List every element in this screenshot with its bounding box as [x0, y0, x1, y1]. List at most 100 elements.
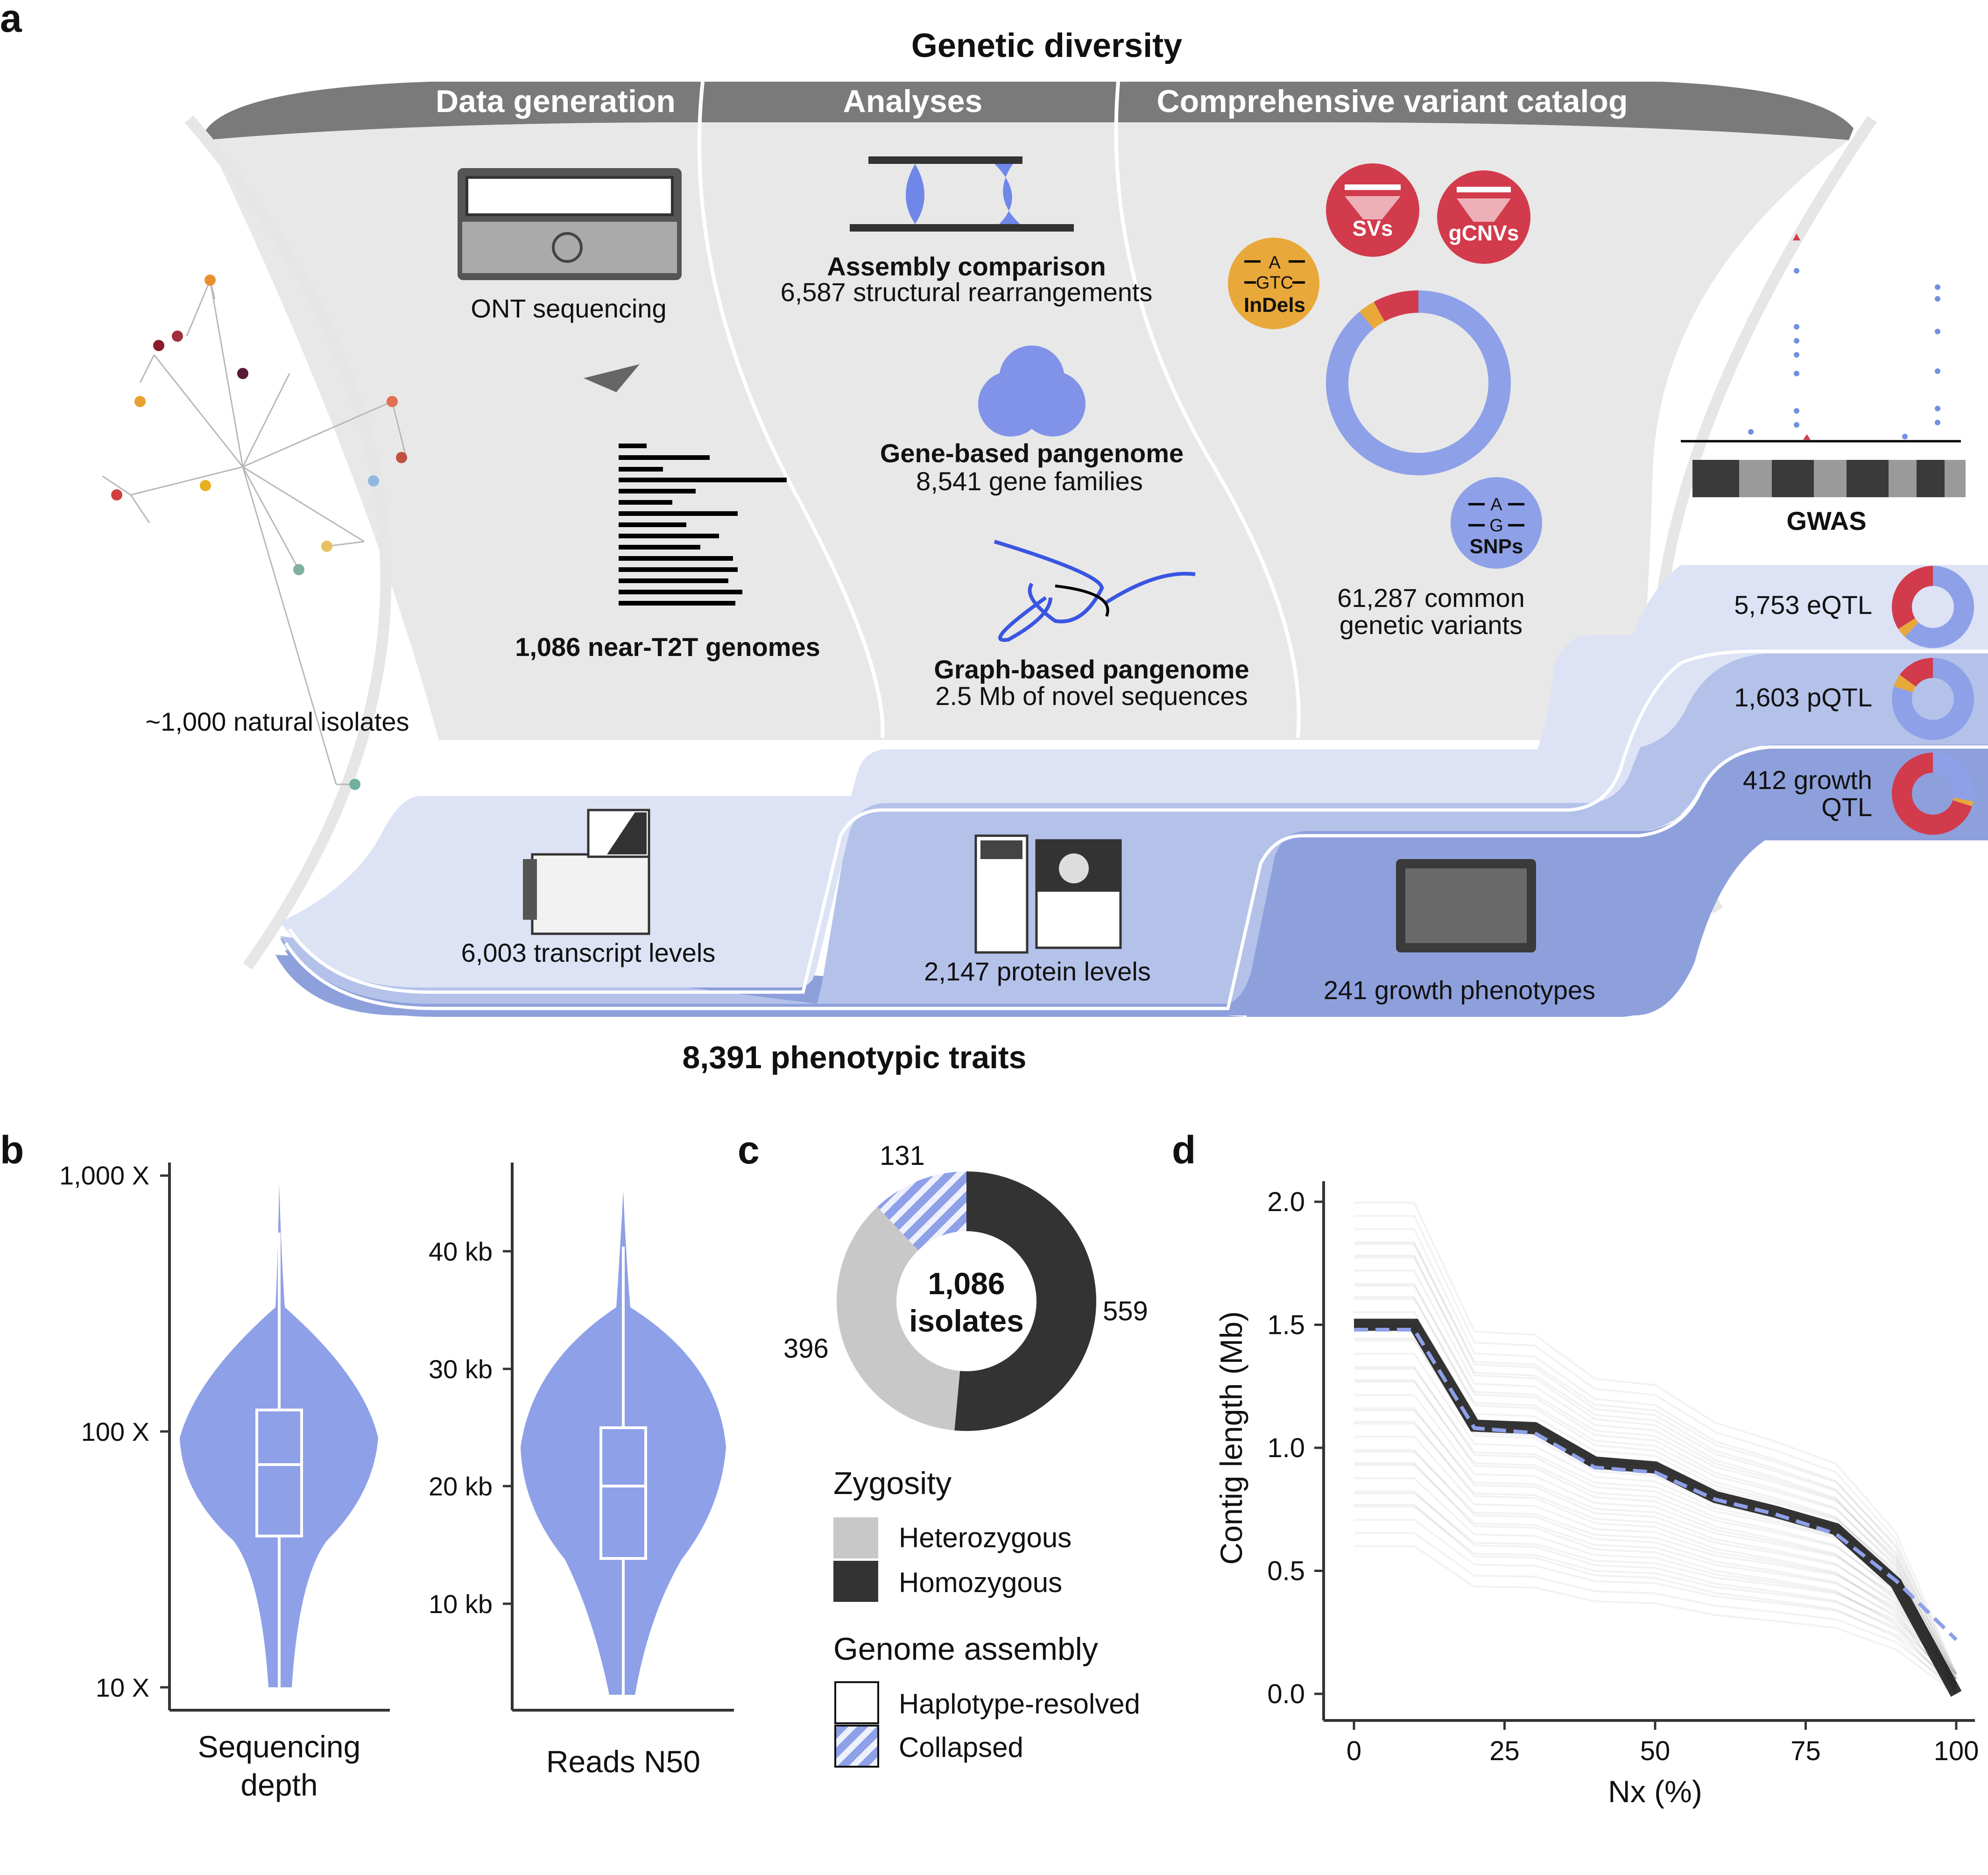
left-arc: [184, 115, 392, 970]
background-trace: [1354, 1436, 1957, 1685]
gene-pan-title: Gene-based pangenome: [880, 438, 1184, 468]
y-tick-label: 0.0: [1267, 1679, 1305, 1709]
depth-tick-10: 10 X: [96, 1673, 149, 1702]
n50-tick-40: 40 kb: [429, 1237, 493, 1266]
y-tick-label: 0.5: [1267, 1556, 1305, 1586]
background-trace: [1354, 1256, 1957, 1680]
background-trace: [1354, 1269, 1957, 1685]
contig-mean-line: [1354, 1328, 1958, 1641]
isolates-donut: [837, 1171, 1096, 1431]
contig-ylabel: Contig length (Mb): [1214, 1311, 1248, 1565]
background-trace: [1354, 1201, 1957, 1675]
graph-pan-title: Graph-based pangenome: [934, 655, 1249, 684]
svs-label: SVs: [1353, 216, 1393, 240]
indels-label: InDels: [1244, 294, 1305, 317]
growth-label: 241 growth phenotypes: [1324, 975, 1595, 1005]
background-trace: [1354, 1409, 1957, 1675]
depth-tick-100: 100 X: [81, 1417, 149, 1446]
depth-plot: [160, 1163, 390, 1712]
growth-qtl-label-2: QTL: [1821, 792, 1872, 822]
legend-haplotype-label: Haplotype-resolved: [899, 1688, 1140, 1720]
panel-label-a: a: [0, 0, 22, 40]
background-trace: [1354, 1545, 1957, 1695]
panel-label-d: d: [1172, 1128, 1196, 1172]
background-trace: [1354, 1379, 1957, 1695]
protein-label: 2,147 protein levels: [924, 957, 1151, 986]
indels-badge: [1228, 238, 1319, 329]
background-trace: [1354, 1241, 1957, 1690]
background-trace: [1354, 1492, 1957, 1675]
divider-2: [1114, 81, 1301, 738]
plate-icon: [1396, 859, 1536, 952]
arrow-icon: [584, 364, 640, 392]
x-tick-label: 100: [1934, 1736, 1979, 1766]
transcript-label: 6,003 transcript levels: [461, 938, 716, 967]
tab-variant-catalog: Comprehensive variant catalog: [1156, 84, 1628, 119]
depth-tick-1000: 1,000 X: [59, 1161, 149, 1190]
legend-haplotype-swatch: [834, 1681, 879, 1724]
background-trace: [1354, 1311, 1957, 1685]
growth-qtl-pie: [1892, 753, 1974, 835]
snps-label: SNPs: [1470, 535, 1523, 558]
legend-collapsed-swatch: [834, 1725, 879, 1768]
band-protein: [280, 654, 1988, 1004]
eqtl-label: 5,753 eQTL: [1734, 590, 1872, 620]
n50-tick-20: 20 kb: [429, 1472, 493, 1501]
svs-badge: [1326, 163, 1419, 257]
band-growth: [285, 745, 1988, 1017]
donut-center-2: isolates: [909, 1304, 1024, 1338]
background-trace: [1354, 1503, 1957, 1695]
label-396: 396: [783, 1333, 829, 1364]
gcnvs-badge: [1437, 170, 1530, 264]
background-trace: [1354, 1394, 1957, 1685]
snps-a-label: A: [1490, 495, 1502, 515]
background-trace: [1354, 1477, 1957, 1685]
ont-device-icon: [458, 168, 682, 280]
panel-label-c: c: [738, 1128, 760, 1172]
variants-label-2: genetic variants: [1339, 610, 1523, 640]
background-trace: [1354, 1519, 1957, 1685]
legend-zygosity-title: Zygosity: [833, 1466, 952, 1501]
assembly-title: Assembly comparison: [827, 252, 1106, 281]
assembly-comparison-icon: [850, 156, 1074, 232]
x-tick-label: 0: [1346, 1736, 1361, 1766]
legend-heterozygous-swatch: [833, 1517, 878, 1558]
x-tick-label: 75: [1791, 1736, 1821, 1766]
background-trace: [1354, 1283, 1957, 1690]
x-tick-label: 50: [1640, 1736, 1671, 1766]
band-transcript-top: [280, 565, 1988, 980]
band-sep-2: [284, 745, 1988, 1010]
tree-label: ~1,000 natural isolates: [145, 707, 409, 736]
background-trace: [1354, 1215, 1957, 1680]
sequencer-icon: [523, 809, 650, 935]
legend-homozygous-label: Homozygous: [899, 1567, 1062, 1598]
header-arch: [205, 82, 1854, 140]
indels-a-label: A: [1269, 253, 1281, 273]
contig-bars-icon: [619, 444, 787, 606]
background-trace: [1354, 1407, 1957, 1690]
assembly-sub: 6,587 structural rearrangements: [781, 277, 1153, 307]
variant-donut: [1326, 290, 1511, 475]
pqtl-label: 1,603 pQTL: [1734, 683, 1872, 712]
graph-icon: [994, 540, 1196, 642]
band-sep-1: [288, 649, 1988, 994]
background-trace: [1354, 1421, 1957, 1695]
indels-gtc-label: GTC: [1256, 273, 1293, 293]
background-trace: [1354, 1339, 1957, 1680]
genomes-label: 1,086 near-T2T genomes: [515, 632, 820, 662]
y-tick-label: 2.0: [1267, 1187, 1305, 1217]
depth-xlabel-2: depth: [240, 1768, 317, 1802]
n50-box: [599, 1426, 647, 1560]
x-tick-label: 25: [1489, 1736, 1520, 1766]
phylogenetic-tree: [102, 280, 407, 785]
background-trace: [1354, 1422, 1957, 1680]
tab-data-generation: Data generation: [436, 84, 676, 119]
bottom-title: 8,391 phenotypic traits: [683, 1040, 1027, 1075]
legend-homozygous-swatch: [833, 1561, 878, 1602]
gwas-manhattan: [1681, 233, 1966, 497]
background-trace: [1354, 1449, 1957, 1690]
background-trace: [1354, 1451, 1957, 1675]
background-trace: [1354, 1381, 1957, 1680]
background-trace: [1354, 1464, 1957, 1680]
background-trace: [1354, 1505, 1957, 1680]
